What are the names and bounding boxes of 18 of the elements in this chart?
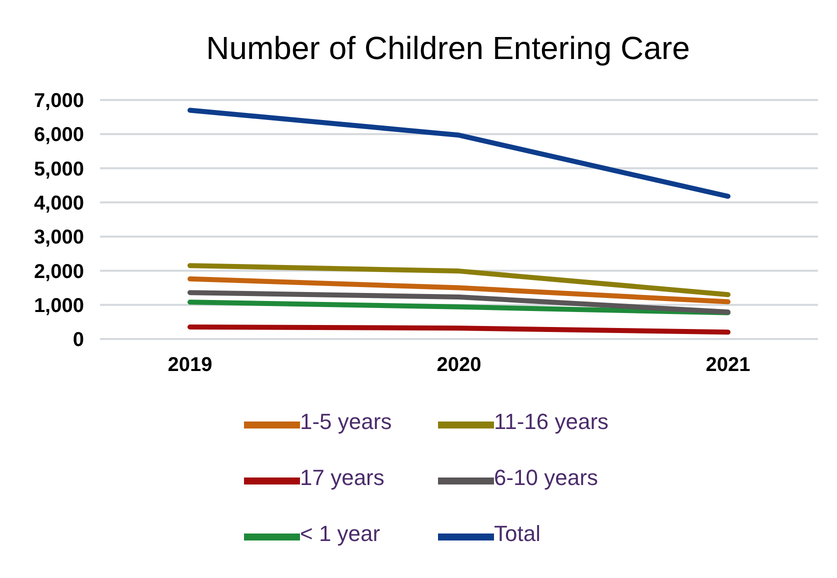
legend-label: < 1 year [300, 521, 382, 548]
legend-label: 11-16 years [494, 409, 610, 436]
y-tick-label: 4,000 [34, 192, 84, 215]
x-tick-label: 2021 [706, 354, 750, 376]
y-tick-label: 0 [72, 329, 84, 352]
y-tick-label: 5,000 [34, 158, 84, 180]
legend-label: 6-10 years [494, 465, 599, 492]
x-tick-label: 2020 [436, 354, 482, 376]
legend-label: 17 years [300, 465, 386, 492]
legend-label: 1-5 years [300, 409, 393, 436]
y-tick-label: 2,000 [34, 260, 84, 283]
y-tick-label: 6,000 [34, 124, 84, 146]
y-tick-label: 3,000 [34, 226, 84, 249]
legend-label: Total [494, 521, 542, 548]
x-tick-label: 2019 [168, 354, 212, 376]
y-tick-label: 1,000 [34, 294, 84, 317]
y-tick-label: 7,000 [34, 90, 84, 112]
chart-title: Number of Children Entering Care [205, 29, 691, 68]
